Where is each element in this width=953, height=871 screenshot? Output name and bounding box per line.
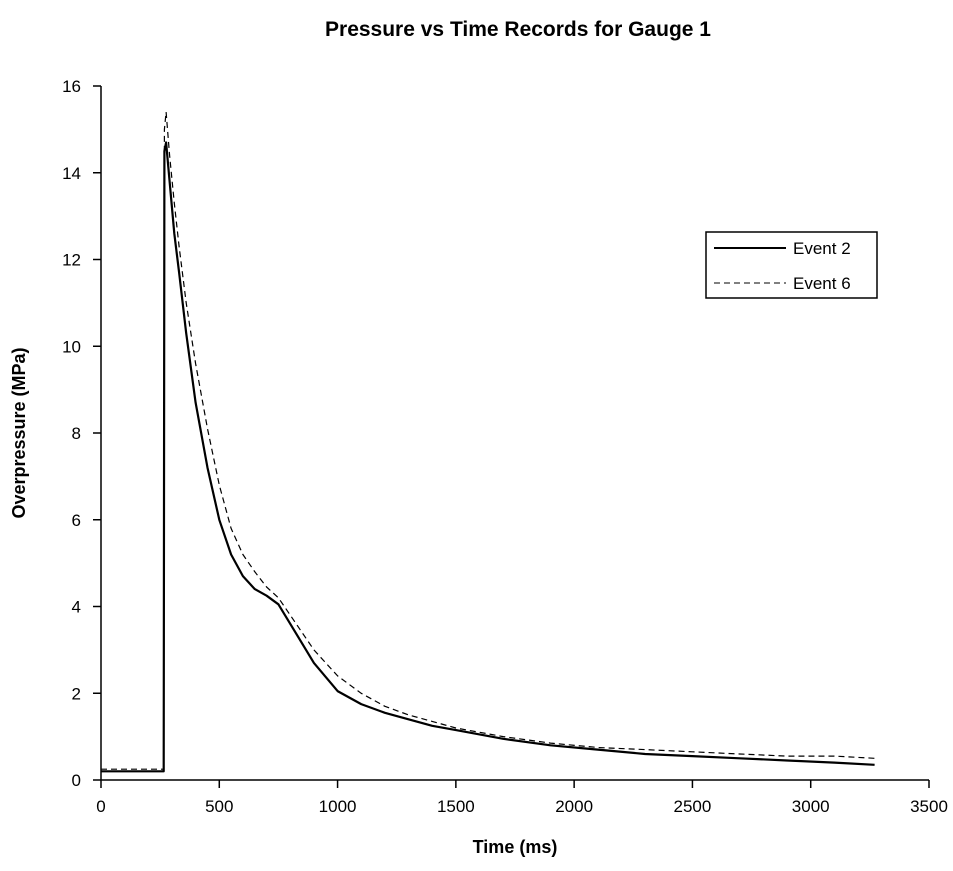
x-tick-label: 500: [205, 797, 233, 816]
y-tick-label: 6: [72, 511, 81, 530]
y-tick-label: 10: [62, 337, 81, 356]
legend-label-event-2: Event 2: [793, 239, 851, 258]
y-tick-label: 0: [72, 771, 81, 790]
y-tick-label: 12: [62, 251, 81, 270]
x-tick-label: 1500: [437, 797, 475, 816]
x-tick-label: 2500: [674, 797, 712, 816]
y-axis-title: Overpressure (MPa): [9, 347, 29, 518]
x-tick-label: 2000: [555, 797, 593, 816]
y-tick-label: 4: [72, 598, 81, 617]
series-layer: [101, 111, 875, 773]
y-tick-label: 16: [62, 77, 81, 96]
x-tick-label: 1000: [319, 797, 357, 816]
series-line-event-6: [101, 111, 875, 770]
series-line-event-2: [101, 141, 875, 773]
x-ticks: 0 500 1000 1500 2000 2500 3000 3500: [96, 780, 948, 816]
legend-box: [705, 231, 878, 299]
x-tick-label: 0: [96, 797, 105, 816]
x-axis-title: Time (ms): [473, 837, 558, 857]
legend-label-event-6: Event 6: [793, 274, 851, 293]
y-tick-label: 2: [72, 684, 81, 703]
y-ticks: 0 2 4 6 8 10 12 14 16: [62, 77, 101, 790]
chart-title: Pressure vs Time Records for Gauge 1: [325, 18, 711, 41]
y-tick-label: 14: [62, 164, 81, 183]
x-tick-label: 3000: [792, 797, 830, 816]
x-tick-label: 3500: [910, 797, 948, 816]
legend: Event 2 Event 6: [705, 231, 878, 299]
y-tick-label: 8: [72, 424, 81, 443]
